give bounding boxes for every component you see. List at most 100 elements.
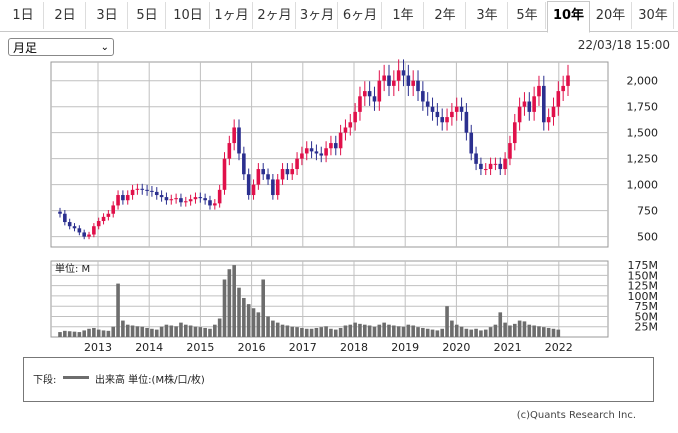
volume-bar [96,329,101,337]
tab-15[interactable]: 20年 [590,2,632,29]
volume-bar [319,327,324,337]
volume-bar [208,328,212,337]
volume-bar [101,330,106,337]
tab-2[interactable]: 2日 [45,2,86,29]
volume-bar [77,332,82,337]
period-select[interactable]: 月足 ⌄ [8,38,114,56]
tab-9[interactable]: 6ヶ月 [339,2,382,29]
tab-1[interactable]: 1日 [3,2,44,29]
tab-14[interactable]: 10年 [547,1,590,33]
candle-body [377,80,382,102]
candle-body [280,169,285,180]
candle-body [508,143,512,159]
volume-bar [150,328,154,337]
volume-bar [377,324,382,337]
candle-body [140,188,145,190]
tab-3[interactable]: 3日 [87,2,128,29]
volume-bar [179,322,183,337]
price-tick-label: 2,000 [627,75,659,88]
candle-body [82,232,86,237]
tab-8[interactable]: 3ヶ月 [297,2,338,29]
tab-6[interactable]: 1ヶ月 [211,2,253,29]
tab-12[interactable]: 3年 [467,2,508,29]
candle-body [63,213,67,223]
volume-bar [353,322,357,337]
candle-body [135,188,140,190]
candle-body [367,91,372,97]
volume-bar [512,323,517,337]
tab-13[interactable]: 5年 [509,2,546,29]
price-tick-label: 750 [637,205,658,218]
volume-bar [435,330,440,337]
volume-bar [430,329,435,337]
price-tick-label: 1,250 [627,153,659,166]
candle-body [329,143,333,149]
tab-16[interactable]: 30年 [633,2,674,29]
volume-bar [556,329,561,337]
volume-bar [411,325,415,337]
candle-body [469,132,474,154]
tab-10[interactable]: 1年 [383,2,424,29]
volume-bar [425,328,430,337]
price-tick-label: 1,500 [627,127,659,140]
volume-bar [82,330,86,337]
volume-bar [469,329,474,337]
volume-bar [396,326,401,337]
volume-bar [271,320,275,337]
candle-body [150,190,154,192]
volume-bar [256,312,261,337]
candle-body [338,132,343,149]
candle-body [392,80,396,86]
volume-bar [474,328,478,337]
volume-bar [363,324,367,337]
candle-body [561,85,565,92]
volume-bar [406,324,411,337]
copyright: (c)Quants Research Inc. [516,410,636,421]
x-tick-label: 2016 [238,341,266,354]
candle-body [208,200,212,206]
volume-bar [304,328,309,337]
volume-tick-label: 150M [628,269,659,282]
volume-bar [130,325,135,337]
volume-bar [343,325,348,337]
candle-body [300,153,304,159]
candle-body [275,179,280,196]
candle-body [242,153,246,175]
candle-body [421,91,425,102]
stock-chart: 500 750 1,000 1,250 1,500 1,750 2,000 25M50M75… [50,59,659,354]
candle-body [164,197,169,201]
x-tick-label: 2014 [135,341,163,354]
volume-bar [483,329,488,337]
volume-bar [285,325,290,337]
volume-bar [232,265,236,337]
candle-body [285,169,290,175]
volume-bar [275,322,280,337]
candle-body [488,163,493,170]
candle-body [111,205,116,214]
volume-bar [358,323,362,337]
volume-bar [329,328,333,337]
volume-tick-label: 100M [628,290,659,303]
candle-body [261,169,265,175]
volume-bar [125,324,130,337]
candle-body [440,117,445,123]
candle-body [222,158,227,190]
candle-body [401,70,406,76]
volume-bar [324,326,328,337]
tab-7[interactable]: 2ヶ月 [254,2,296,29]
volume-bar [551,328,556,337]
tab-5[interactable]: 10日 [167,2,210,29]
candle-body [551,106,556,118]
volume-bar [63,330,67,337]
volume-bar [454,324,459,337]
volume-bar [251,308,256,337]
candle-body [556,91,561,107]
volume-bar [464,328,469,337]
candle-body [203,198,207,201]
tab-4[interactable]: 5日 [129,2,166,29]
volume-bar [348,324,353,337]
tab-11[interactable]: 2年 [425,2,466,29]
candle-body [430,106,435,112]
candle-body [474,153,478,164]
